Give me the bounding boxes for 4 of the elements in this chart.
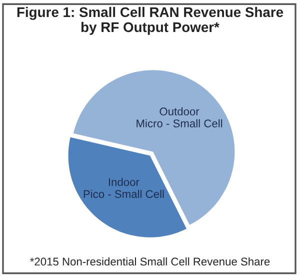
text: *2015 Non-residential Small Cell Revenue Share xyxy=(30,257,270,266)
chart-title: Figure 1: Small Cell RAN Revenue Share by RF Output Power* xyxy=(17,6,284,35)
slice-label: Outdoor Micro - Small Cell xyxy=(136,107,222,128)
slice-label: Indoor Pico - Small Cell xyxy=(84,178,164,198)
